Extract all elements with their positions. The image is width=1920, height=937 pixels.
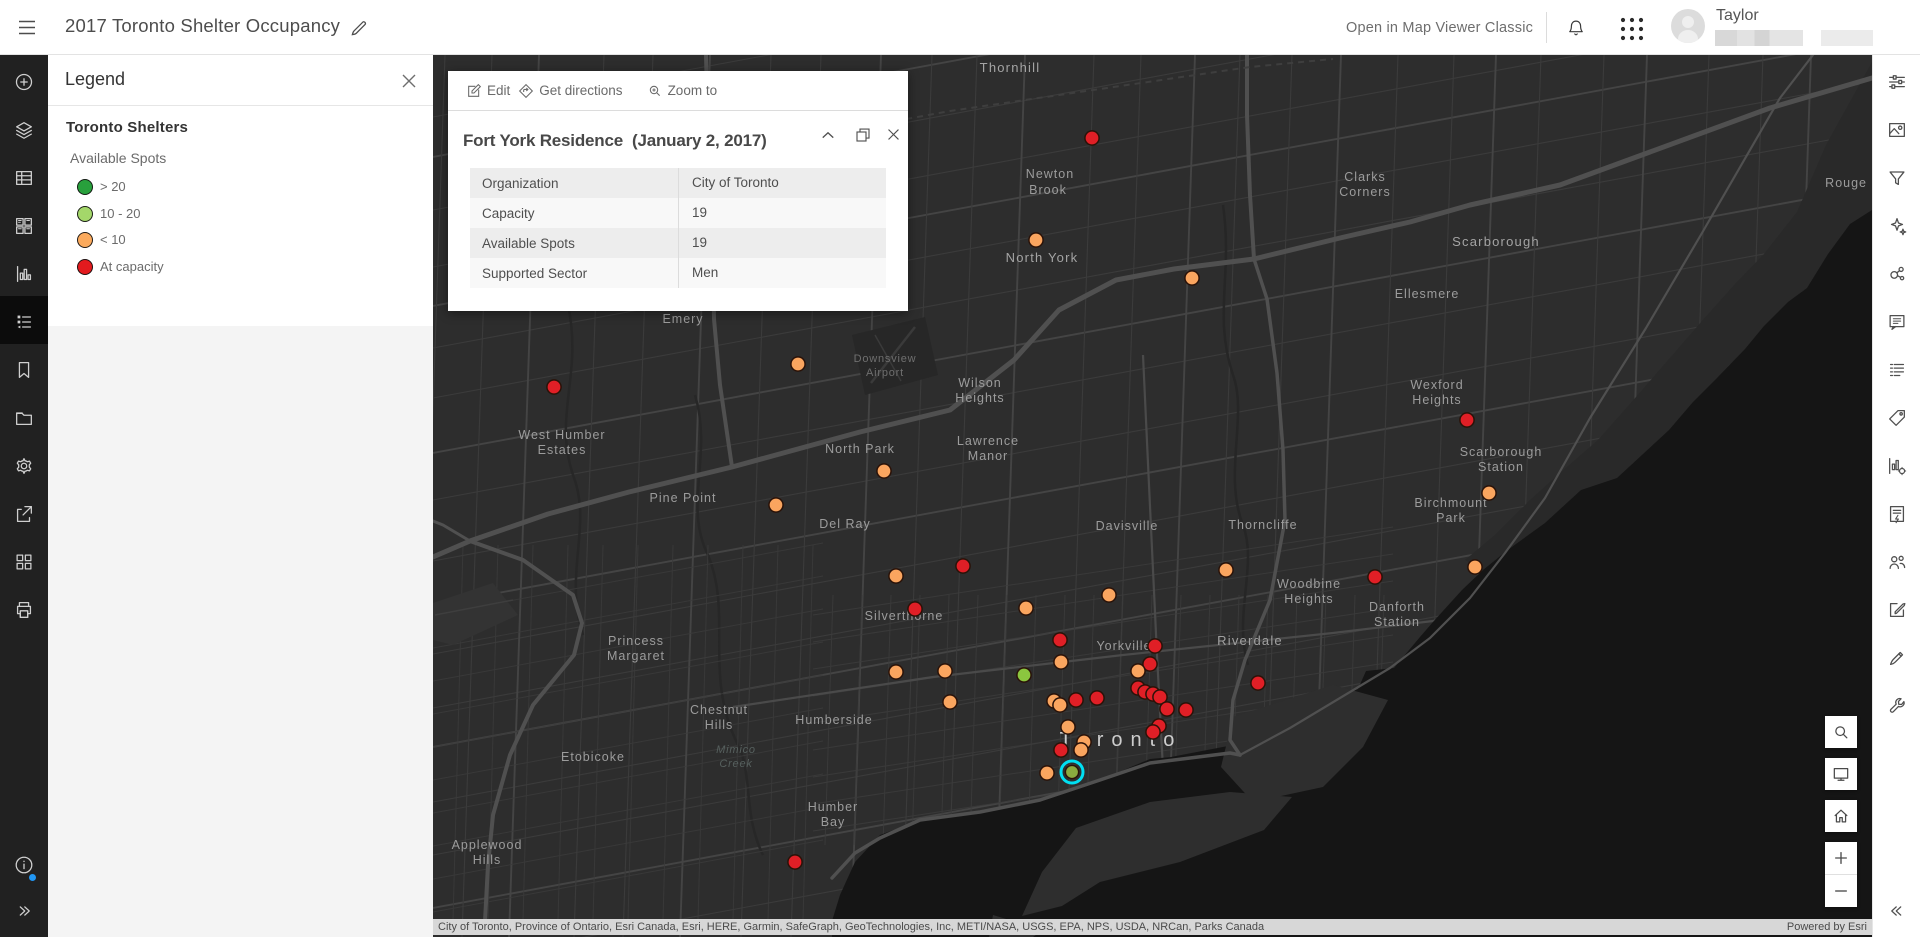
svg-text:Birchmount: Birchmount [1414, 496, 1487, 510]
svg-text:Heights: Heights [1412, 393, 1461, 407]
svg-text:Lawrence: Lawrence [957, 434, 1019, 448]
svg-text:Hills: Hills [473, 853, 502, 867]
svg-text:Margaret: Margaret [607, 649, 665, 663]
svg-text:Airport: Airport [866, 367, 904, 379]
svg-text:Emery: Emery [662, 312, 703, 326]
svg-text:Corners: Corners [1339, 185, 1390, 199]
svg-text:Del Ray: Del Ray [819, 517, 870, 531]
svg-text:Princess: Princess [608, 634, 664, 648]
svg-text:North Park: North Park [825, 442, 895, 456]
svg-text:Scarborough: Scarborough [1452, 234, 1540, 249]
svg-text:Park: Park [1436, 511, 1466, 525]
svg-text:Heights: Heights [955, 391, 1004, 405]
svg-text:Humberside: Humberside [795, 713, 872, 727]
svg-text:Ellesmere: Ellesmere [1395, 287, 1460, 301]
svg-text:Etobicoke: Etobicoke [561, 750, 625, 764]
svg-text:Clarks: Clarks [1344, 170, 1385, 184]
svg-text:Woodbine: Woodbine [1277, 577, 1341, 591]
svg-text:Yorkville: Yorkville [1096, 639, 1151, 653]
svg-text:Silverthorne: Silverthorne [865, 609, 944, 623]
svg-text:Wexford: Wexford [1410, 378, 1463, 392]
svg-text:Mimico: Mimico [716, 744, 756, 756]
svg-text:Rouge P: Rouge P [1825, 176, 1872, 190]
svg-text:Station: Station [1374, 615, 1420, 629]
svg-text:Downsview: Downsview [854, 353, 917, 365]
svg-text:Danforth: Danforth [1369, 600, 1425, 614]
svg-text:Thorncliffe: Thorncliffe [1228, 518, 1297, 532]
svg-text:Scarborough: Scarborough [1460, 445, 1543, 459]
svg-text:Applewood: Applewood [452, 838, 523, 852]
svg-text:Chestnut: Chestnut [690, 703, 748, 717]
svg-text:Humber: Humber [808, 800, 858, 814]
svg-text:Creek: Creek [719, 758, 752, 770]
svg-text:Station: Station [1478, 460, 1524, 474]
svg-text:Riverdale: Riverdale [1217, 633, 1283, 648]
svg-text:Estates: Estates [538, 443, 587, 457]
svg-text:Davisville: Davisville [1096, 519, 1159, 533]
svg-text:Bay: Bay [821, 815, 846, 829]
svg-text:Hills: Hills [705, 718, 734, 732]
svg-text:Heights: Heights [1284, 592, 1333, 606]
svg-text:Brook: Brook [1029, 183, 1067, 197]
svg-text:West Humber: West Humber [518, 428, 605, 442]
svg-text:Thornhill: Thornhill [980, 60, 1041, 75]
svg-text:Wilson: Wilson [958, 376, 1002, 390]
svg-text:Pine Point: Pine Point [650, 491, 717, 505]
svg-text:North York: North York [1006, 250, 1079, 265]
svg-text:Newton: Newton [1026, 167, 1074, 181]
svg-text:Manor: Manor [968, 449, 1008, 463]
